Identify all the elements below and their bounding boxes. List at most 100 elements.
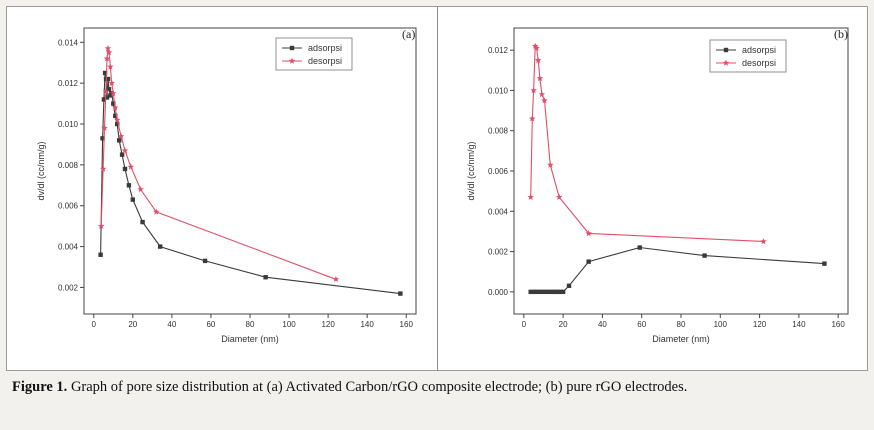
series-desorpsi <box>527 42 767 245</box>
x-tick-label: 0 <box>522 320 527 329</box>
legend-frame <box>275 37 353 71</box>
data-point-desorpsi <box>110 90 117 97</box>
data-point-adsorpsi <box>113 113 118 119</box>
legend-label-desorpsi: desorpsi <box>308 56 342 66</box>
data-point-desorpsi <box>538 91 546 98</box>
data-point-desorpsi <box>112 104 119 111</box>
x-tick-label: 80 <box>246 320 255 329</box>
legend-marker-desorpsi <box>722 59 730 66</box>
panel-label: (b) <box>834 27 848 41</box>
data-point-adsorpsi <box>555 289 560 295</box>
data-point-desorpsi <box>127 163 135 170</box>
caption-label: Figure 1. <box>12 379 68 395</box>
data-point-adsorpsi <box>140 219 145 225</box>
data-point-adsorpsi <box>552 289 557 295</box>
x-axis-label: Diameter (nm) <box>221 334 279 344</box>
data-point-adsorpsi <box>102 70 108 76</box>
legend-marker-desorpsi <box>288 57 296 64</box>
x-axis-label: Diameter (nm) <box>652 334 710 344</box>
data-point-desorpsi <box>532 42 539 49</box>
plot-area-frame <box>83 27 417 315</box>
data-point-adsorpsi <box>157 244 163 249</box>
data-point-desorpsi <box>530 87 537 94</box>
data-point-adsorpsi <box>98 252 103 257</box>
y-tick-label: 0.004 <box>488 207 509 216</box>
data-point-adsorpsi <box>537 289 542 295</box>
x-tick-label: 140 <box>792 320 806 329</box>
data-point-adsorpsi <box>543 289 548 295</box>
data-point-desorpsi <box>536 75 544 82</box>
data-point-adsorpsi <box>586 259 591 264</box>
y-tick-label: 0.004 <box>58 243 79 252</box>
data-point-adsorpsi <box>126 183 132 188</box>
x-tick-label: 40 <box>598 320 607 329</box>
data-point-desorpsi <box>98 222 105 229</box>
y-axis-label: dv/dl (cc/nm/g) <box>466 141 476 200</box>
data-point-adsorpsi <box>122 166 128 172</box>
data-point-adsorpsi <box>549 289 554 295</box>
data-point-adsorpsi <box>202 258 208 264</box>
series-adsorpsi <box>528 245 827 295</box>
x-tick-label: 140 <box>360 320 374 329</box>
data-point-adsorpsi <box>100 136 105 141</box>
y-tick-label: 0.012 <box>488 46 509 55</box>
data-point-desorpsi <box>102 87 110 95</box>
series-line-adsorpsi <box>100 72 401 295</box>
series-desorpsi <box>98 45 340 282</box>
data-point-desorpsi <box>541 97 548 104</box>
y-tick-label: 0.008 <box>58 161 79 170</box>
data-point-desorpsi <box>547 161 554 168</box>
x-tick-label: 100 <box>714 320 728 329</box>
x-tick-label: 160 <box>400 320 414 329</box>
legend-marker-adsorpsi <box>723 47 729 53</box>
data-point-adsorpsi <box>540 289 545 295</box>
x-tick-label: 60 <box>637 320 646 329</box>
y-tick-label: 0.006 <box>488 167 509 176</box>
data-point-desorpsi <box>153 208 160 215</box>
data-point-desorpsi <box>121 147 129 154</box>
data-point-desorpsi <box>529 115 536 122</box>
series-line-desorpsi <box>530 44 764 243</box>
series-line-desorpsi <box>100 48 337 280</box>
chart-panel-a: 0 20 40 60 80 100 120 140 160 0.002 0.004 0.006 0.00… <box>36 27 417 344</box>
y-tick-label: 0.012 <box>58 79 79 88</box>
data-point-desorpsi <box>114 116 121 123</box>
data-point-adsorpsi <box>528 289 533 295</box>
data-point-desorpsi <box>527 193 534 200</box>
data-point-desorpsi <box>108 79 115 86</box>
data-point-desorpsi <box>103 55 111 62</box>
data-point-desorpsi <box>137 186 144 193</box>
data-point-adsorpsi <box>115 121 120 127</box>
legend-marker-adsorpsi <box>289 45 295 51</box>
x-tick-label: 0 <box>92 320 97 329</box>
legend-label-adsorpsi: adsorpsi <box>308 43 342 53</box>
data-point-adsorpsi <box>130 197 136 202</box>
x-tick-label: 120 <box>321 320 335 329</box>
legend-label-adsorpsi: adsorpsi <box>742 45 776 55</box>
data-point-desorpsi <box>101 124 108 131</box>
data-point-adsorpsi <box>637 245 642 250</box>
data-point-adsorpsi <box>531 289 536 295</box>
legend-label-desorpsi: desorpsi <box>742 58 776 68</box>
data-point-adsorpsi <box>116 138 122 143</box>
data-point-adsorpsi <box>534 289 539 295</box>
data-point-adsorpsi <box>104 95 110 100</box>
plot-area-frame <box>513 27 849 315</box>
data-point-desorpsi <box>332 275 340 282</box>
x-tick-label: 20 <box>559 320 568 329</box>
y-tick-label: 0.006 <box>58 202 79 211</box>
data-point-desorpsi <box>99 165 107 172</box>
y-axis-label: dv/dl (cc/nm/g) <box>36 141 46 200</box>
data-point-adsorpsi <box>263 275 268 280</box>
data-point-desorpsi <box>585 230 592 237</box>
data-point-adsorpsi <box>822 261 827 266</box>
y-tick-label: 0.008 <box>488 127 509 136</box>
legend: adsorpsi desorpsi <box>709 39 787 73</box>
data-point-adsorpsi <box>702 253 707 258</box>
panel-divider <box>437 6 438 371</box>
y-tick-label: 0.002 <box>58 283 79 292</box>
x-tick-label: 160 <box>831 320 845 329</box>
y-tick-label: 0.010 <box>58 120 79 129</box>
x-tick-label: 20 <box>128 320 137 329</box>
data-point-adsorpsi <box>101 97 107 102</box>
